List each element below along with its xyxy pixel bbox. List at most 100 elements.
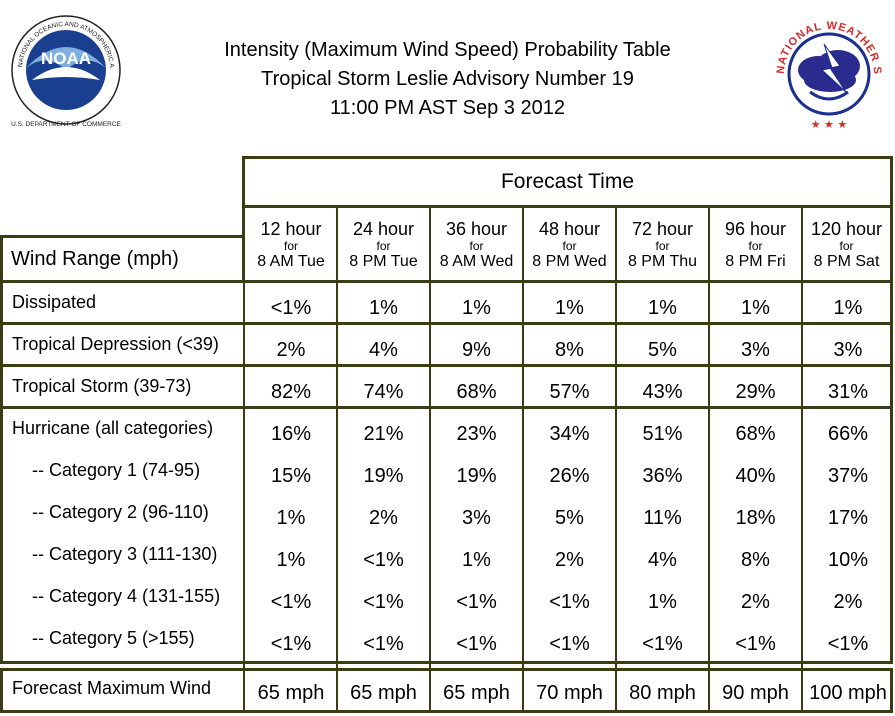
value-cell-category-3: 4% [648,549,677,571]
value-cell-category-3: 10% [827,549,869,571]
value-cell-category-1: 36% [642,465,683,487]
row-label-tropical-depression: Tropical Depression (<39) [12,334,219,354]
value-cell-category-2: 17% [827,507,869,529]
column-for: for [283,239,298,253]
value-cell-dissipated: 1% [462,297,491,319]
column-divider [708,208,710,713]
value-cell-category-1: 19% [456,465,497,487]
row-label-tropical-storm: Tropical Storm (39-73) [12,376,192,396]
value-cell-hurricane: 68% [735,423,776,445]
value-cell-hurricane: 34% [549,423,590,445]
value-cell-forecast-max-wind: 80 mph [629,682,696,704]
value-cell-tropical-depression: 2% [276,339,306,361]
value-cell-category-1: 37% [827,465,869,487]
value-cell-dissipated: 1% [555,297,584,319]
column-time: 8 AM Wed [439,253,514,270]
row-label-category-4: -- Category 4 (131-155) [32,586,221,606]
wind-range-header: Wind Range (mph) [0,235,245,283]
nws-logo: NATIONAL WEATHER SERVICE ★ ★ ★ [770,8,885,131]
column-hours: 24 hour [352,219,415,239]
value-cell-category-3: 1% [276,549,306,571]
value-cell-category-1: 40% [735,465,776,487]
noaa-logo: NATIONAL OCEANIC AND ATMOSPHERIC ADMINIS… [10,8,122,128]
value-cell-category-1: 19% [363,465,404,487]
value-cell-tropical-depression: 4% [369,339,398,361]
value-cell-category-5: <1% [363,633,404,655]
value-cell-category-2: 18% [735,507,776,529]
forecast-time-header: Forecast Time [242,156,893,208]
noaa-wordmark: NOAA [41,49,91,68]
page-title: Intensity (Maximum Wind Speed) Probabili… [224,39,671,61]
svg-text:★ ★ ★: ★ ★ ★ [811,118,848,131]
value-cell-dissipated: 1% [369,297,398,319]
value-cell-forecast-max-wind: 100 mph [809,682,887,704]
value-cell-tropical-depression: 9% [462,339,491,361]
value-cell-dissipated: 1% [648,297,677,319]
value-cell-category-5: <1% [827,633,869,655]
value-cell-tropical-storm: 29% [735,381,776,403]
value-cell-forecast-max-wind: 65 mph [350,682,417,704]
value-cell-dissipated: <1% [270,297,312,319]
value-cell-category-4: <1% [363,591,404,613]
row-label-category-5: -- Category 5 (>155) [32,628,195,648]
value-cell-tropical-storm: 31% [827,381,869,403]
column-divider [336,208,338,713]
column-header-96h: 96 hour for 8 PM Fri [710,208,801,280]
column-header-24h: 24 hour for 8 PM Tue [338,208,429,280]
value-cell-forecast-max-wind: 65 mph [257,682,325,704]
value-cell-forecast-max-wind: 65 mph [443,682,510,704]
value-cell-category-1: 15% [270,465,312,487]
value-cell-forecast-max-wind: 90 mph [722,682,789,704]
value-cell-category-4: 2% [833,591,863,613]
row-label-category-2: -- Category 2 (96-110) [32,502,209,522]
row-group-forecast-max-wind [0,668,893,713]
value-cell-category-4: 1% [648,591,677,613]
column-for: for [469,239,484,253]
value-cell-category-4: <1% [270,591,312,613]
page-subtitle: Tropical Storm Leslie Advisory Number 19 [261,68,634,90]
column-time: 8 AM Tue [257,253,325,270]
value-cell-tropical-storm: 68% [456,381,497,403]
value-cell-hurricane: 23% [456,423,497,445]
row-group-hurricane [0,406,893,664]
value-cell-category-2: 2% [369,507,398,529]
column-header-120h: 120 hour for 8 PM Sat [803,208,890,280]
column-divider [615,208,617,713]
value-cell-dissipated: 1% [741,297,770,319]
column-for: for [376,239,391,253]
value-cell-category-5: <1% [456,633,497,655]
row-label-category-1: -- Category 1 (74-95) [32,460,201,480]
value-cell-tropical-depression: 8% [555,339,584,361]
column-time: 8 PM Fri [725,253,786,270]
value-cell-hurricane: 16% [270,423,312,445]
value-cell-hurricane: 66% [827,423,869,445]
value-cell-category-4: <1% [549,591,590,613]
value-cell-category-1: 26% [549,465,590,487]
value-cell-tropical-depression: 5% [648,339,677,361]
value-cell-tropical-depression: 3% [833,339,863,361]
value-cell-category-5: <1% [642,633,683,655]
value-cell-category-3: 2% [555,549,584,571]
value-cell-category-2: 11% [643,507,682,529]
column-hours: 36 hour [445,219,508,239]
column-for: for [839,239,854,253]
column-header-12h: 12 hour for 8 AM Tue [245,208,337,280]
value-cell-hurricane: 21% [363,423,404,445]
value-cell-category-2: 1% [276,507,306,529]
value-cell-category-2: 3% [462,507,491,529]
value-cell-tropical-storm: 43% [642,381,683,403]
column-divider [801,208,803,713]
row-label-dissipated: Dissipated [12,292,97,312]
value-cell-forecast-max-wind: 70 mph [536,682,603,704]
column-time: 8 PM Thu [627,253,698,270]
column-hours: 12 hour [260,219,322,239]
wind-range-label: Wind Range (mph) [11,247,179,270]
value-cell-category-5: <1% [270,633,312,655]
value-cell-tropical-storm: 74% [363,381,404,403]
value-cell-category-2: 5% [555,507,584,529]
value-cell-tropical-storm: 57% [549,381,590,403]
row-label-forecast-max-wind: Forecast Maximum Wind [12,678,212,698]
column-header-48h: 48 hour for 8 PM Wed [524,208,615,280]
value-cell-category-3: 1% [462,549,491,571]
value-cell-category-5: <1% [549,633,590,655]
